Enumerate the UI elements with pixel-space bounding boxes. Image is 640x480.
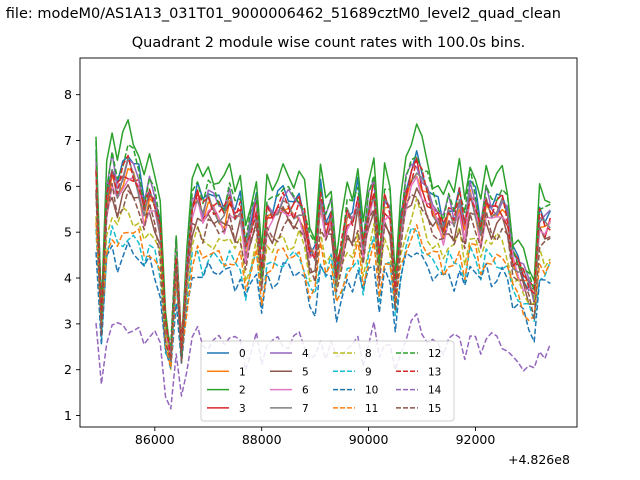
legend-label-8: 8 xyxy=(365,348,372,360)
x-tick-label-0: 86000 xyxy=(135,432,175,447)
y-tick-label-3: 4 xyxy=(64,271,72,286)
legend-label-0: 0 xyxy=(239,348,246,360)
y-tick-label-5: 6 xyxy=(64,179,72,194)
series-line-12 xyxy=(95,141,551,360)
x-tick-label-1: 88000 xyxy=(242,432,282,447)
y-tick-label-0: 1 xyxy=(64,408,72,423)
x-tick-label-2: 90000 xyxy=(349,432,389,447)
legend-label-2: 2 xyxy=(239,385,246,397)
y-tick-label-4: 5 xyxy=(64,225,72,240)
chart-title: Quadrant 2 module wise count rates with … xyxy=(131,35,526,51)
legend-label-14: 14 xyxy=(428,385,442,397)
legend-label-12: 12 xyxy=(428,348,441,360)
legend-label-11: 11 xyxy=(365,403,378,415)
x-axis-offset-label: +4.826e8 xyxy=(508,452,570,467)
x-tick-label-3: 92000 xyxy=(456,432,496,447)
y-tick-label-7: 8 xyxy=(64,87,72,102)
legend-label-3: 3 xyxy=(239,403,246,415)
legend-label-6: 6 xyxy=(302,385,309,397)
legend-label-15: 15 xyxy=(428,403,441,415)
figure-suptitle: n file: modeM0/AS1A13_031T01_9000006462_… xyxy=(0,6,561,22)
legend-label-5: 5 xyxy=(302,366,309,378)
plot-frame xyxy=(79,57,578,428)
legend-label-1: 1 xyxy=(239,366,246,378)
legend-label-7: 7 xyxy=(302,403,309,415)
series-line-15 xyxy=(95,182,551,362)
legend-label-4: 4 xyxy=(302,348,309,360)
legend-label-13: 13 xyxy=(428,366,441,378)
y-tick-label-1: 2 xyxy=(64,362,72,377)
legend-label-10: 10 xyxy=(365,385,378,397)
y-tick-label-2: 3 xyxy=(64,316,72,331)
legend-box xyxy=(200,340,455,422)
y-tick-label-6: 7 xyxy=(64,133,72,148)
series-lines xyxy=(95,119,552,410)
series-line-11 xyxy=(95,222,551,369)
legend-label-9: 9 xyxy=(365,366,372,378)
